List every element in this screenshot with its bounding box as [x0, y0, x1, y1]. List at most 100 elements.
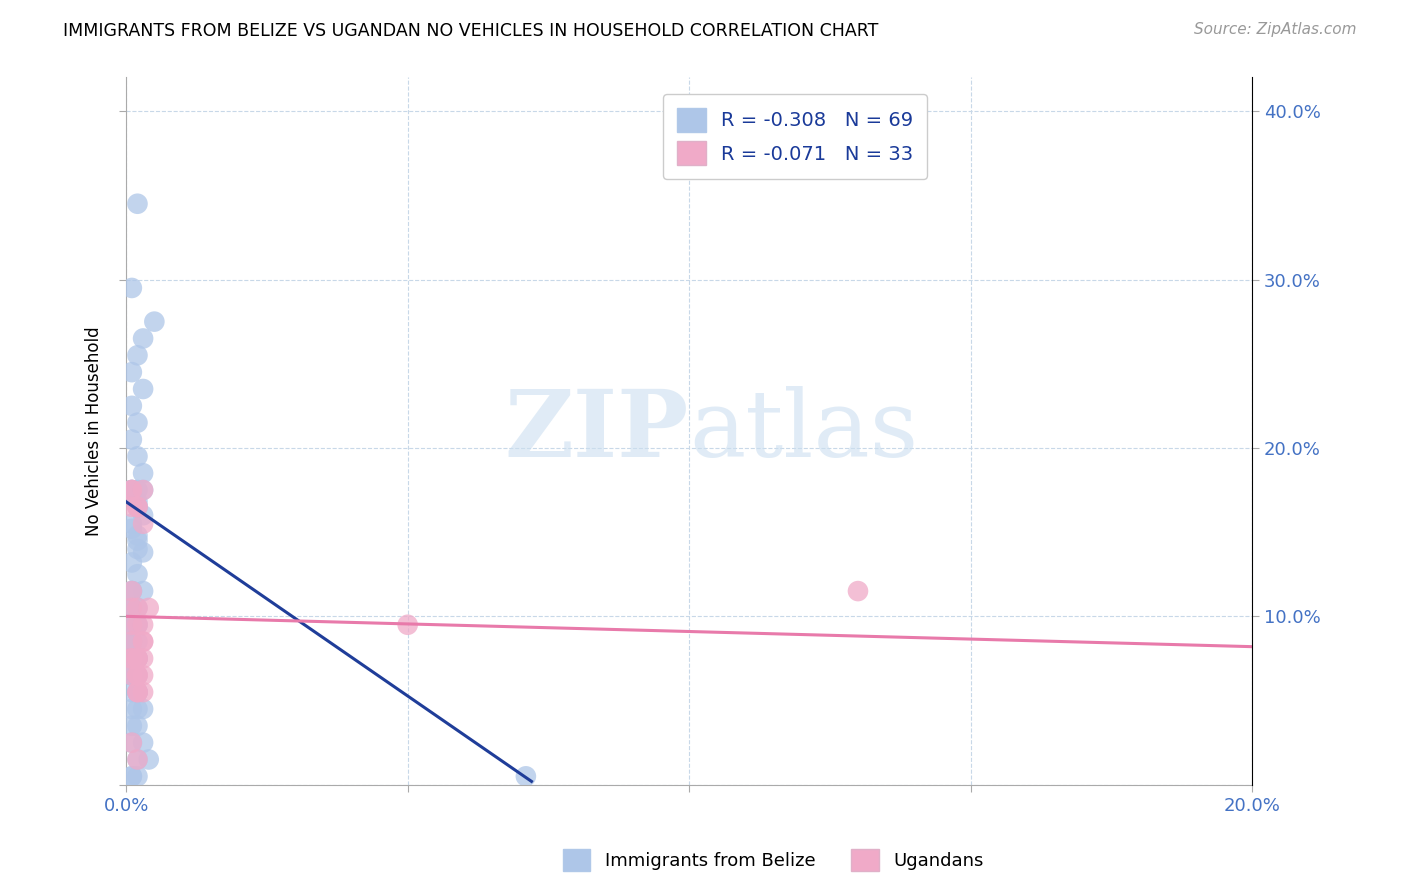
Point	[846, 584, 869, 599]
Point	[121, 584, 143, 599]
Point	[127, 651, 149, 665]
Point	[132, 483, 155, 497]
Point	[121, 500, 143, 514]
Point	[127, 668, 149, 682]
Point	[127, 528, 149, 542]
Point	[127, 668, 149, 682]
Point	[121, 668, 143, 682]
Point	[121, 365, 143, 379]
Point	[132, 634, 155, 648]
Point	[132, 483, 155, 497]
Point	[121, 601, 143, 615]
Point	[127, 601, 149, 615]
Legend: R = -0.308   N = 69, R = -0.071   N = 33: R = -0.308 N = 69, R = -0.071 N = 33	[664, 95, 927, 178]
Text: ZIP: ZIP	[505, 386, 689, 476]
Point	[127, 769, 149, 783]
Point	[121, 516, 143, 531]
Point	[121, 651, 143, 665]
Point	[121, 702, 143, 716]
Point	[121, 522, 143, 536]
Point	[396, 617, 419, 632]
Point	[127, 196, 149, 211]
Point	[121, 634, 143, 648]
Point	[127, 500, 149, 514]
Point	[127, 416, 149, 430]
Point	[132, 545, 155, 559]
Point	[121, 719, 143, 733]
Point	[121, 601, 143, 615]
Point	[132, 685, 155, 699]
Legend: Immigrants from Belize, Ugandans: Immigrants from Belize, Ugandans	[555, 842, 991, 879]
Point	[127, 752, 149, 766]
Point	[121, 483, 143, 497]
Point	[127, 685, 149, 699]
Point	[121, 634, 143, 648]
Point	[127, 668, 149, 682]
Point	[121, 668, 143, 682]
Point	[121, 651, 143, 665]
Point	[127, 500, 149, 514]
Point	[138, 752, 160, 766]
Point	[121, 769, 143, 783]
Point	[132, 651, 155, 665]
Point	[132, 634, 155, 648]
Point	[121, 483, 143, 497]
Point	[127, 651, 149, 665]
Point	[121, 668, 143, 682]
Point	[132, 508, 155, 523]
Point	[121, 668, 143, 682]
Y-axis label: No Vehicles in Household: No Vehicles in Household	[86, 326, 103, 536]
Point	[127, 685, 149, 699]
Point	[121, 617, 143, 632]
Point	[127, 685, 149, 699]
Point	[127, 685, 149, 699]
Point	[121, 769, 143, 783]
Point	[127, 533, 149, 548]
Point	[121, 483, 143, 497]
Point	[121, 601, 143, 615]
Point	[127, 495, 149, 509]
Point	[515, 769, 537, 783]
Point	[127, 450, 149, 464]
Point	[127, 719, 149, 733]
Point	[127, 617, 149, 632]
Point	[127, 541, 149, 556]
Point	[121, 634, 143, 648]
Point	[143, 315, 166, 329]
Point	[121, 584, 143, 599]
Point	[121, 556, 143, 570]
Point	[132, 466, 155, 480]
Text: Source: ZipAtlas.com: Source: ZipAtlas.com	[1194, 22, 1357, 37]
Point	[121, 433, 143, 447]
Point	[121, 483, 143, 497]
Point	[121, 651, 143, 665]
Point	[132, 382, 155, 396]
Point	[127, 500, 149, 514]
Point	[127, 651, 149, 665]
Point	[132, 331, 155, 345]
Point	[132, 584, 155, 599]
Point	[121, 736, 143, 750]
Point	[121, 584, 143, 599]
Text: atlas: atlas	[689, 386, 918, 476]
Point	[121, 634, 143, 648]
Point	[127, 634, 149, 648]
Point	[121, 651, 143, 665]
Point	[127, 483, 149, 497]
Point	[132, 702, 155, 716]
Point	[132, 516, 155, 531]
Point	[127, 685, 149, 699]
Point	[127, 702, 149, 716]
Point	[127, 617, 149, 632]
Point	[132, 617, 155, 632]
Point	[127, 567, 149, 582]
Point	[132, 736, 155, 750]
Point	[121, 281, 143, 295]
Point	[121, 617, 143, 632]
Point	[121, 617, 143, 632]
Point	[121, 399, 143, 413]
Point	[127, 651, 149, 665]
Point	[121, 685, 143, 699]
Point	[121, 483, 143, 497]
Point	[127, 752, 149, 766]
